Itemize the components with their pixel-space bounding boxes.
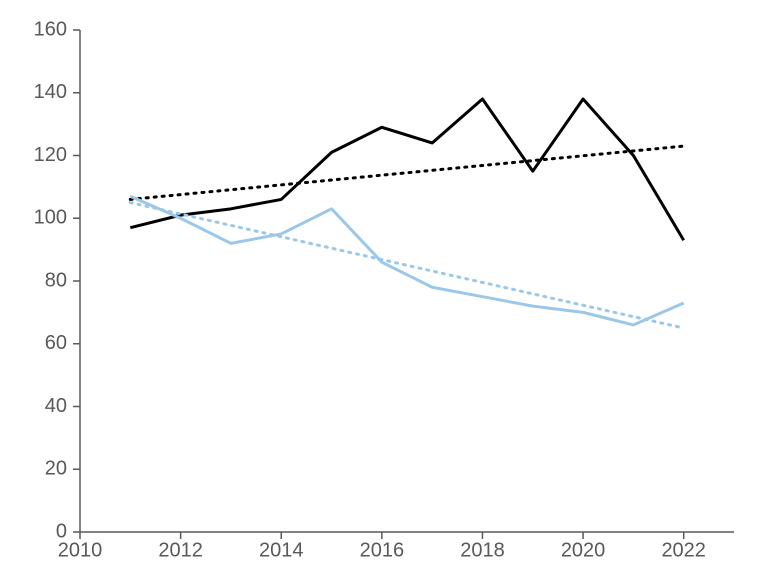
y-tick-label: 60	[45, 332, 67, 354]
x-tick-label: 2010	[58, 540, 103, 562]
x-tick-label: 2018	[460, 540, 505, 562]
y-tick-label: 80	[45, 269, 67, 291]
x-tick-label: 2014	[259, 540, 304, 562]
y-tick-label: 120	[34, 144, 67, 166]
series-black-solid	[130, 99, 683, 240]
x-tick-label: 2020	[561, 540, 606, 562]
chart-svg: 0204060801001201401602010201220142016201…	[0, 0, 774, 582]
y-tick-label: 100	[34, 207, 67, 229]
y-tick-label: 140	[34, 81, 67, 103]
line-chart: 0204060801001201401602010201220142016201…	[0, 0, 774, 582]
x-tick-label: 2016	[360, 540, 405, 562]
y-tick-label: 40	[45, 395, 67, 417]
y-tick-label: 20	[45, 458, 67, 480]
axes	[80, 30, 734, 532]
series-blue-solid	[130, 196, 683, 325]
series-black-dotted-trend	[130, 146, 683, 199]
series-blue-dotted-trend	[130, 203, 683, 329]
y-tick-label: 160	[34, 18, 67, 40]
x-tick-label: 2022	[661, 540, 706, 562]
x-tick-label: 2012	[158, 540, 203, 562]
